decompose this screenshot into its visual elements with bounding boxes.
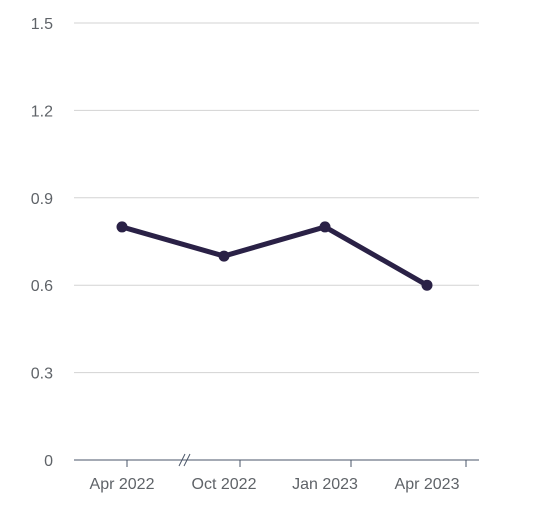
y-tick-label: 1.2: [31, 103, 53, 120]
x-tick-label: Apr 2023: [395, 476, 460, 493]
data-point[interactable]: [421, 279, 433, 291]
gridlines: [74, 22, 479, 374]
y-tick-label: 0.3: [31, 366, 53, 383]
x-tick-label: Jan 2023: [292, 476, 358, 493]
axis-break-marker: [178, 453, 191, 467]
series: [116, 221, 433, 291]
y-axis-ticks: 0 0.3 0.6 0.9 1.2 1.5: [31, 16, 53, 470]
x-tick-label: Oct 2022: [192, 476, 257, 493]
data-point[interactable]: [319, 221, 331, 233]
series-line: [119, 224, 430, 288]
data-point[interactable]: [116, 221, 128, 233]
y-tick-label: 0.6: [31, 278, 53, 295]
x-axis-ticks: Apr 2022 Oct 2022 Jan 2023 Apr 2023: [90, 460, 467, 493]
y-tick-label: 1.5: [31, 16, 53, 33]
y-tick-label: 0: [44, 453, 53, 470]
y-tick-label: 0.9: [31, 191, 53, 208]
data-point[interactable]: [218, 250, 230, 262]
x-tick-label: Apr 2022: [90, 476, 155, 493]
